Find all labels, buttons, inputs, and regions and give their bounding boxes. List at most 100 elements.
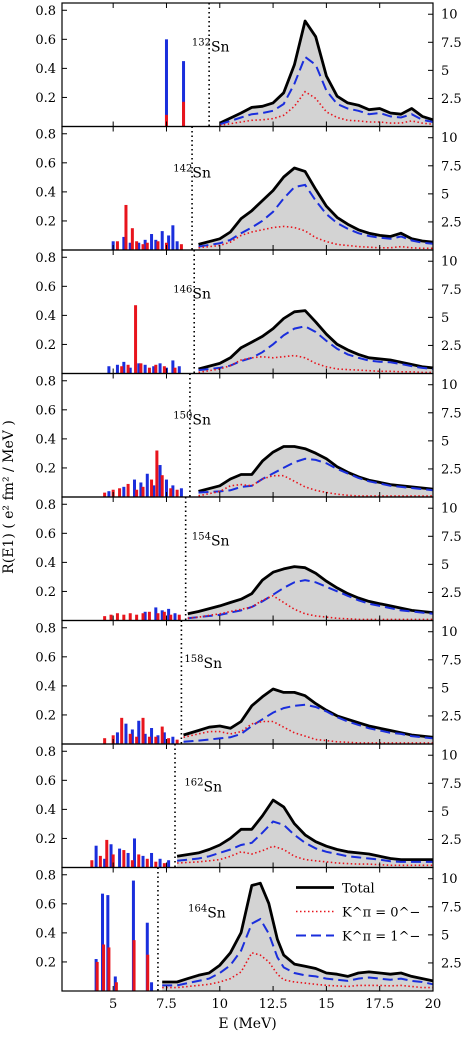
total-fill-area xyxy=(198,446,433,497)
k1-curve xyxy=(162,917,434,987)
left-tick-label: 0.8 xyxy=(35,621,56,636)
k0-curve xyxy=(177,845,433,867)
total-fill-area xyxy=(219,21,433,127)
k1-bar xyxy=(171,485,175,497)
right-tick-label: 2.5 xyxy=(441,215,462,230)
legend: Total K^π = 0^− K^π = 1^− xyxy=(296,882,420,945)
k1-curve xyxy=(219,55,434,126)
k1-bar xyxy=(167,608,171,621)
k0-curve xyxy=(219,90,434,127)
k0-bar xyxy=(118,488,122,497)
k1-bar xyxy=(171,736,175,744)
k1-bar xyxy=(106,895,110,991)
total-curve xyxy=(219,19,434,125)
mass-number: 150 xyxy=(173,411,192,422)
k1-curve xyxy=(176,820,433,863)
right-tick-label: 7.5 xyxy=(441,36,462,51)
k0-bar xyxy=(160,726,164,744)
k0-bar xyxy=(130,228,134,250)
mass-number: 146 xyxy=(173,285,192,296)
k1-bar xyxy=(158,858,162,868)
right-tick-label: 5 xyxy=(441,187,449,202)
k0-bar xyxy=(173,367,177,374)
total-curve xyxy=(183,687,434,739)
k0-bar xyxy=(156,613,160,621)
k1-bar xyxy=(137,720,141,744)
k1-bar xyxy=(171,225,175,250)
k1-bar xyxy=(124,723,128,744)
k0-curve xyxy=(198,225,433,250)
k0-curve xyxy=(198,474,433,497)
k0-bar xyxy=(141,613,145,621)
legend-label: Total xyxy=(342,882,375,897)
left-tick-label: 0.4 xyxy=(35,556,56,571)
isotope-label: 154Sn xyxy=(192,532,230,550)
k0-bar xyxy=(134,305,138,374)
element-symbol: Sn xyxy=(204,779,223,795)
k0-bar xyxy=(114,982,118,991)
k1-bar xyxy=(152,485,156,497)
left-tick-label: 0.8 xyxy=(35,868,56,883)
left-tick-label: 0.8 xyxy=(35,4,56,19)
total-curve xyxy=(162,881,434,984)
panel-146Sn: 0.2 0.4 0.6 0.8 2.5 5 7.5 10 146Sn xyxy=(35,249,462,375)
left-tick-label: 0.6 xyxy=(35,33,56,48)
k0-bar xyxy=(130,860,134,868)
right-tick-label: 5 xyxy=(441,805,449,820)
k1-curve xyxy=(198,457,434,494)
k1-bar xyxy=(143,611,147,621)
k0-bar xyxy=(141,486,145,497)
k0-bar xyxy=(162,863,166,868)
k1-bar xyxy=(167,860,171,868)
k1-bar xyxy=(137,363,141,374)
k1-bar xyxy=(130,729,134,744)
k1-bar xyxy=(101,893,105,991)
k1-bar xyxy=(182,61,186,127)
k1-bar xyxy=(158,465,162,497)
k0-bar xyxy=(154,861,158,868)
k1-bar xyxy=(164,39,168,127)
panel-132Sn: 0.2 0.4 0.6 0.8 2.5 5 7.5 10 132Sn xyxy=(35,2,462,128)
k0-bar xyxy=(177,614,181,621)
left-tick-label: 0.8 xyxy=(35,127,56,142)
total-curve xyxy=(198,309,434,371)
right-tick-label: 5 xyxy=(441,64,449,79)
panels-group: 0.20.40.60.82.557.510132Sn0.20.40.60.82.… xyxy=(35,2,462,1012)
total-curve xyxy=(198,166,434,246)
k0-bar xyxy=(179,244,183,250)
isotope-label: 162Sn xyxy=(184,777,222,795)
right-tick-label: 2.5 xyxy=(441,956,462,971)
k0-bar xyxy=(103,616,107,621)
x-tick-label: 15 xyxy=(318,997,335,1012)
k0-bar xyxy=(147,367,151,374)
k0-bar xyxy=(162,611,166,621)
k1-bar xyxy=(115,732,119,744)
k1-bar xyxy=(162,732,166,744)
k1-bar xyxy=(150,234,154,250)
k1-bar xyxy=(94,845,98,868)
k0-bar xyxy=(120,717,124,744)
k1-curve xyxy=(183,703,434,743)
k1-curve xyxy=(187,579,434,620)
element-symbol: Sn xyxy=(192,166,211,182)
k0-bar xyxy=(182,101,186,127)
element-symbol: Sn xyxy=(211,534,230,550)
k1-bar xyxy=(126,852,130,868)
left-tick-label: 0.2 xyxy=(35,708,56,723)
total-curve xyxy=(187,565,434,616)
left-tick-label: 0.4 xyxy=(35,679,56,694)
right-tick-label: 2.5 xyxy=(441,586,462,601)
k0-bar xyxy=(164,114,168,127)
k0-bar xyxy=(128,613,132,621)
k0-bar xyxy=(175,739,179,744)
k1-bar xyxy=(160,610,164,621)
k0-bar xyxy=(135,489,139,497)
k0-bar xyxy=(135,736,139,744)
right-tick-label: 5 xyxy=(441,311,449,326)
right-tick-label: 10 xyxy=(441,378,458,393)
k0-bar xyxy=(150,479,154,497)
panel-158Sn: 0.2 0.4 0.6 0.8 2.5 5 7.5 10 158Sn xyxy=(35,619,462,745)
isotope-label: 150Sn xyxy=(173,411,211,429)
k0-curve xyxy=(187,594,433,621)
k1-bar xyxy=(143,733,147,744)
